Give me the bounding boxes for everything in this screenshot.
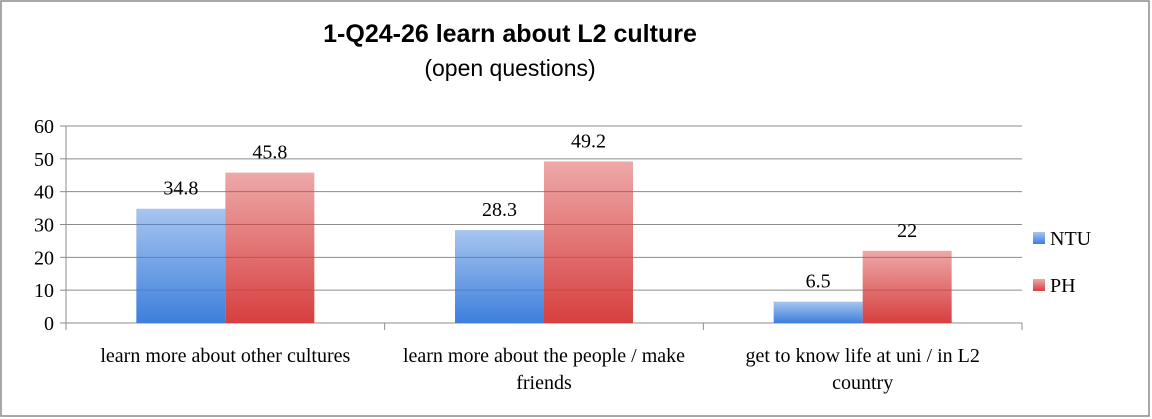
bar <box>862 250 952 323</box>
y-tick-label: 10 <box>34 280 54 302</box>
y-tick-label: 40 <box>34 182 54 204</box>
data-label: 49.2 <box>571 130 606 152</box>
x-tick-label: get to know life at uni / in L2 country <box>745 345 980 394</box>
legend-label: PH <box>1050 275 1076 297</box>
bar <box>455 230 544 323</box>
data-label: 6.5 <box>806 271 831 293</box>
bar <box>544 161 633 323</box>
x-tick-label: learn more about the people / make frien… <box>402 345 686 394</box>
data-label: 45.8 <box>252 142 287 164</box>
y-tick-label: 30 <box>34 215 54 237</box>
bar <box>136 208 226 323</box>
data-label: 34.8 <box>163 178 198 200</box>
y-tick-label: 50 <box>34 149 54 171</box>
bar <box>773 301 863 323</box>
chart-title: 1-Q24-26 learn about L2 culture <box>323 20 697 48</box>
bar <box>225 172 315 323</box>
data-label: 28.3 <box>482 199 517 221</box>
y-tick-label: 60 <box>34 116 54 138</box>
chart-subtitle: (open questions) <box>424 55 595 81</box>
y-tick-label: 20 <box>34 247 54 269</box>
data-label: 22 <box>897 220 917 242</box>
x-tick-label: learn more about other cultures <box>100 345 351 367</box>
legend-swatch <box>1033 232 1045 244</box>
y-tick-label: 0 <box>44 313 54 335</box>
legend-label: NTU <box>1050 228 1092 250</box>
legend-swatch <box>1033 279 1045 291</box>
